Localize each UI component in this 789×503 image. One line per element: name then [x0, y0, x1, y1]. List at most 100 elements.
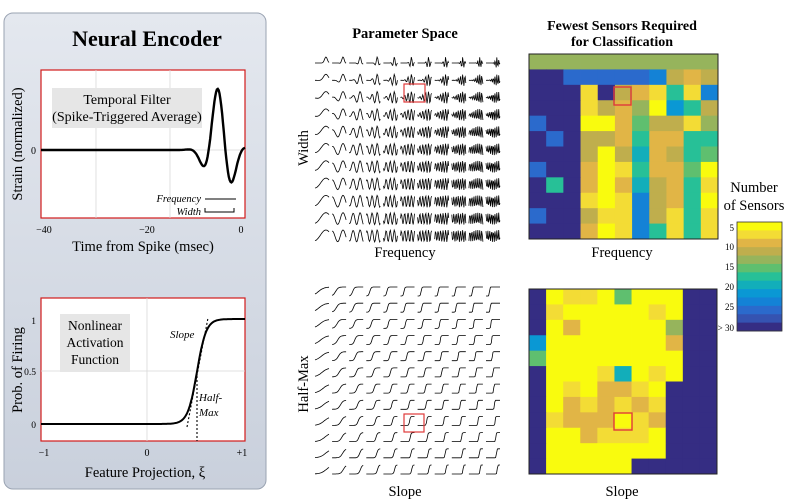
waveform-glyph: [468, 91, 484, 103]
heatmap-bottom-cell: [580, 350, 598, 367]
heatmap-bottom-cell: [665, 427, 684, 444]
heatmap-top-cell: [700, 208, 719, 224]
heatmap-top-cell: [614, 177, 633, 194]
waveform-glyph: [332, 56, 347, 64]
heatmap-bottom-cell: [529, 427, 547, 444]
sigmoid-glyph: [468, 286, 483, 297]
heatmap-top-cell: [597, 100, 616, 117]
heatmap-bottom-cell: [597, 458, 615, 475]
waveform-glyph: [315, 56, 330, 64]
heatmap-top-cell: [700, 84, 719, 101]
waveform-glyph: [451, 230, 467, 242]
heatmap-bottom-cell: [665, 350, 684, 367]
selected-waveform-box: [403, 83, 426, 103]
heatmap-top-cell: [700, 223, 719, 240]
heatmap-top-cell: [546, 54, 564, 70]
heatmap-bottom-cell: [614, 319, 632, 336]
waveform-glyph: [468, 126, 484, 138]
heatmap-top-cell: [614, 54, 633, 70]
waveform-glyph: [315, 143, 330, 153]
heatmap-top-cell: [529, 161, 547, 178]
heatmap-bottom-cell: [665, 412, 684, 429]
waveform-glyph: [314, 212, 330, 224]
sigmoid-glyph: [451, 416, 466, 426]
waveform-glyph: [332, 143, 347, 156]
waveform-glyph: [365, 125, 381, 139]
sigmoid-glyph: [332, 383, 347, 394]
heatmap-slope-halfmax: [529, 289, 718, 475]
sigmoid-glyph: [332, 416, 347, 426]
sigmoid-glyph: [332, 319, 347, 329]
sigmoid-glyph: [434, 432, 449, 442]
sigmoid-glyph: [434, 319, 449, 329]
heatmap-top-cell: [546, 146, 564, 163]
heatmap-bottom-cell: [699, 427, 718, 444]
heatmap-bottom-cell: [682, 350, 701, 367]
heatmap-top-cell: [666, 131, 685, 147]
sigmoid-glyph: [417, 448, 432, 459]
activation-legend-line2: Activation: [67, 335, 124, 350]
sigmoid-glyph: [366, 464, 381, 475]
heatmap-top-cell: [666, 223, 685, 240]
sigmoid-glyph: [314, 335, 330, 344]
waveform-glyph: [383, 228, 398, 243]
heatmap-top-cell: [563, 54, 581, 70]
sigmoid-glyph: [366, 448, 381, 459]
heatmap-top-cell: [632, 192, 650, 209]
heatmap-top-cell: [700, 115, 719, 132]
heatmap-top-cell: [632, 115, 650, 132]
sigmoid-glyph: [314, 286, 330, 295]
waveform-glyph: [332, 73, 347, 83]
waveform-glyph: [400, 74, 415, 86]
sigmoid-glyph: [349, 383, 364, 394]
sigmoid-glyph: [468, 464, 483, 475]
waveform-glyph: [417, 211, 432, 226]
width-marker: [204, 208, 235, 213]
heatmap-bottom-cell: [563, 396, 581, 413]
sigmoid-glyph: [349, 465, 364, 475]
heatmap-top-cell: [580, 69, 599, 86]
sigmoid-glyph: [332, 449, 347, 459]
heatmap-bottom-cell: [580, 335, 598, 352]
heatmap-bottom-cell: [563, 366, 581, 382]
waveform-glyph: [314, 91, 330, 99]
heatmap-top-cell: [597, 146, 616, 163]
heatmap-top-cell: [580, 223, 599, 240]
colorbar-tick-2: 15: [725, 262, 735, 272]
waveform-glyph: [314, 108, 330, 117]
waveform-glyph: [331, 108, 347, 120]
heatmap-top-cell: [666, 115, 685, 132]
heatmap-bottom-cell: [631, 458, 650, 475]
heatmap-bottom-cell: [563, 350, 581, 367]
sigmoid-glyph: [417, 416, 432, 426]
sigmoid-curve: [41, 318, 245, 425]
filter-xtick-2: 0: [239, 225, 244, 236]
heatmap-bottom-cell: [597, 443, 615, 459]
sigmoid-grid: [314, 286, 500, 475]
waveform-glyph: [314, 125, 330, 135]
waveform-glyph: [468, 143, 484, 156]
heatmap-top-cell: [683, 146, 702, 163]
sigmoid-glyph: [366, 399, 381, 410]
waveform-glyph: [365, 177, 381, 191]
waveform-glyph: [383, 176, 398, 191]
heatmap-top-cell: [546, 177, 564, 194]
heatmap-top-cell: [580, 54, 599, 70]
heatmap-bottom-cell: [699, 319, 718, 336]
heatmap-top-cell: [580, 161, 599, 178]
heatmap-top-cell: [649, 69, 667, 86]
heatmap-top-cell: [580, 208, 599, 224]
sigmoid-glyph: [383, 335, 398, 345]
sigmoid-glyph: [314, 417, 330, 426]
waveform-glyph: [434, 74, 450, 86]
activation-xtick-0: −1: [39, 448, 50, 459]
heatmap-top-cell: [700, 100, 719, 117]
heatmap-bottom-cell: [665, 458, 684, 475]
sigmoid-glyph: [468, 335, 483, 345]
heatmap-bottom-cell: [529, 412, 547, 429]
heatmap-bottom-cell: [546, 443, 564, 459]
sigmoid-glyph: [434, 302, 449, 313]
sigmoid-glyph: [400, 464, 415, 475]
colorbar-title-line2: of Sensors: [724, 198, 785, 214]
